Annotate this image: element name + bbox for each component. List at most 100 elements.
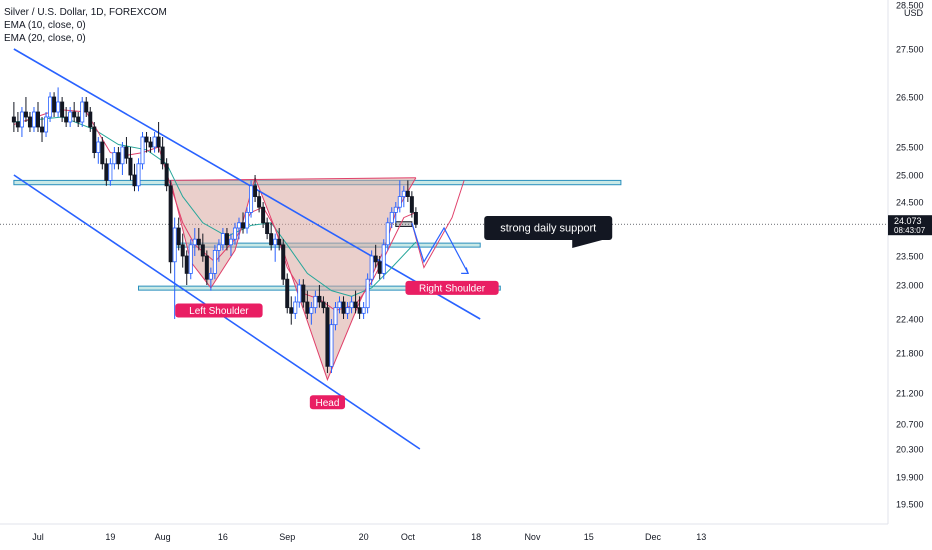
candle xyxy=(277,228,282,251)
candle xyxy=(44,112,49,137)
candle-body xyxy=(220,233,225,246)
candle-body xyxy=(148,141,153,148)
candle xyxy=(249,180,254,218)
candle-body xyxy=(273,238,278,246)
x-tick-label: 13 xyxy=(696,532,706,542)
candle-body xyxy=(212,249,217,274)
candle xyxy=(120,142,125,175)
x-tick-label: 18 xyxy=(471,532,481,542)
candle xyxy=(329,319,334,373)
candle-body xyxy=(317,295,322,303)
candle-body xyxy=(88,111,93,128)
ema20-legend[interactable]: EMA (20, close, 0) xyxy=(4,33,86,44)
candle xyxy=(172,217,177,319)
candle xyxy=(325,302,330,373)
candle xyxy=(23,97,28,122)
price-axis[interactable]: 28.500 27.500 26.500 25.500 25.000 24.500 24.0… xyxy=(887,0,932,524)
annotation-pointer xyxy=(572,240,603,248)
candle-body xyxy=(309,307,314,314)
y-tick-label: 27.500 xyxy=(896,45,924,55)
candle xyxy=(224,228,229,251)
candle xyxy=(409,191,414,218)
candle xyxy=(333,302,338,331)
candle xyxy=(52,92,57,117)
candle xyxy=(76,112,81,127)
candle-body xyxy=(369,255,374,280)
candle-body xyxy=(160,146,165,165)
projection-arrowhead xyxy=(461,267,469,274)
candle xyxy=(208,267,213,291)
annotation-text: Head xyxy=(315,398,339,409)
candle-body xyxy=(413,211,418,225)
candle-body xyxy=(313,295,318,309)
y-unit-label: USD xyxy=(904,8,924,18)
candle xyxy=(160,137,165,170)
y-tick-label: 20.300 xyxy=(896,445,924,455)
candle-body xyxy=(192,238,197,246)
candle-body xyxy=(345,307,350,314)
candle xyxy=(112,147,117,170)
candle-body xyxy=(269,233,274,246)
annotation-text: strong daily support xyxy=(500,223,596,235)
candle-body xyxy=(249,185,254,213)
candle-body xyxy=(172,227,177,263)
chart-legend: Silver / U.S. Dollar, 1D, FOREXCOM EMA (… xyxy=(4,6,167,45)
candle-body xyxy=(124,146,129,159)
candle-body xyxy=(72,111,77,118)
candle-body xyxy=(164,163,169,187)
candle-body xyxy=(23,111,28,118)
candle xyxy=(401,185,406,208)
candle xyxy=(11,102,16,132)
candle xyxy=(40,117,45,142)
candle-body xyxy=(224,233,229,246)
candle xyxy=(313,290,318,314)
channel-upper-line xyxy=(13,48,481,320)
candle-body xyxy=(253,185,258,198)
y-tick-label: 21.200 xyxy=(896,389,924,399)
candle-body xyxy=(361,307,366,314)
candle-body xyxy=(156,136,161,148)
candle-body xyxy=(36,111,41,128)
ema10-legend[interactable]: EMA (10, close, 0) xyxy=(4,20,86,31)
candle xyxy=(389,207,394,228)
candle xyxy=(124,137,129,164)
candle-body xyxy=(120,146,125,165)
candle xyxy=(80,97,85,127)
candle xyxy=(152,132,157,153)
annotation-labels: Left Shoulder Head Right Shoulder strong da… xyxy=(175,216,613,410)
candle xyxy=(180,233,185,268)
candle-body xyxy=(397,196,402,208)
candle-body xyxy=(357,307,362,314)
candle xyxy=(68,107,73,127)
candle xyxy=(140,132,145,170)
candle-body xyxy=(329,324,334,367)
candle xyxy=(19,107,24,137)
candle xyxy=(64,107,69,127)
projection-red-path xyxy=(411,180,465,269)
candle xyxy=(100,137,105,170)
symbol-title[interactable]: Silver / U.S. Dollar, 1D, FOREXCOM xyxy=(4,7,167,18)
candle-body xyxy=(385,222,390,246)
candle-body xyxy=(305,301,310,314)
candle-body xyxy=(405,190,410,197)
candle xyxy=(168,180,173,274)
annotation-box xyxy=(405,280,499,295)
candle xyxy=(305,290,310,319)
candle-body xyxy=(68,111,73,123)
y-tick-label: 26.500 xyxy=(896,93,924,103)
candle xyxy=(108,158,113,186)
candle xyxy=(297,279,302,308)
candle xyxy=(196,228,201,251)
x-tick-label: Oct xyxy=(401,532,416,542)
candle xyxy=(345,302,350,319)
candle-body xyxy=(289,307,294,314)
candle-body xyxy=(19,111,24,128)
candle xyxy=(220,228,225,251)
candle xyxy=(377,256,382,280)
time-axis[interactable]: Jul 19 Aug 16 Sep 20 Oct 18 Nov 15 Dec 13 xyxy=(0,523,888,542)
candle-body xyxy=(301,284,306,303)
candle-body xyxy=(349,301,354,309)
annotation-text: Left Shoulder xyxy=(189,306,249,317)
candle-body xyxy=(377,261,382,274)
